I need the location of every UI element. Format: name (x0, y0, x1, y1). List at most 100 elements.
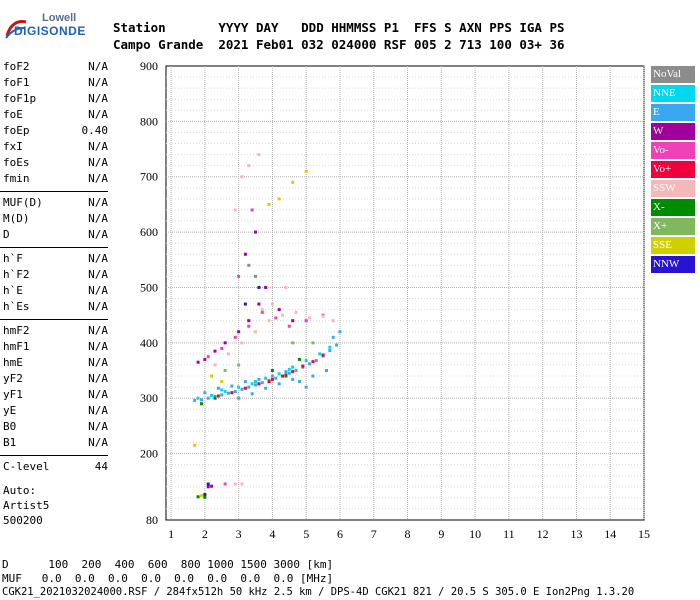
x-tick-label: 14 (604, 527, 616, 541)
data-point (260, 310, 264, 314)
legend-entry: X- (651, 199, 695, 216)
x-tick-label: 7 (371, 527, 377, 541)
data-point (199, 494, 203, 498)
param-value: N/A (88, 156, 108, 169)
data-point (294, 310, 298, 314)
data-point (247, 385, 251, 389)
data-point (321, 353, 325, 357)
data-point (297, 380, 301, 384)
param-row: h`F2 N/A (0, 268, 112, 284)
legend-entry: E (651, 104, 695, 121)
data-point (203, 493, 207, 497)
data-point (277, 372, 281, 376)
data-point (237, 396, 241, 400)
param-label: hmF1 (3, 340, 30, 353)
data-point (338, 330, 342, 334)
data-point (287, 371, 291, 375)
data-point (196, 495, 200, 499)
chart-points (193, 153, 342, 499)
data-point (210, 484, 214, 488)
data-point (193, 398, 197, 402)
param-row: foF1 N/A (0, 76, 112, 92)
data-point (270, 374, 274, 378)
param-row: h`E N/A (0, 284, 112, 300)
data-point (216, 394, 220, 398)
x-tick-label: 4 (269, 527, 275, 541)
x-tick-label: 9 (438, 527, 444, 541)
data-point (213, 363, 217, 367)
param-row: foEp 0.40 (0, 124, 112, 140)
data-point (223, 369, 227, 373)
x-tick-label: 6 (337, 527, 343, 541)
param-value: N/A (88, 252, 108, 265)
param-row: h`Es N/A (0, 300, 112, 316)
param-label: foF1p (3, 92, 37, 105)
data-point (226, 352, 230, 356)
data-point (196, 360, 200, 364)
param-label: foF1 (3, 76, 30, 89)
param-row: D N/A (0, 228, 112, 244)
x-tick-label: 10 (469, 527, 481, 541)
x-tick-label: 2 (202, 527, 208, 541)
param-label: h`E (3, 284, 23, 297)
auto-version: 500200 (3, 514, 43, 527)
param-value: N/A (88, 212, 108, 225)
data-point (250, 392, 254, 396)
data-point (254, 274, 258, 278)
data-point (226, 391, 230, 395)
data-point (220, 346, 224, 350)
data-point (223, 482, 227, 486)
data-point (213, 349, 217, 353)
x-tick-label: 13 (570, 527, 582, 541)
param-row: yF1 N/A (0, 388, 112, 404)
data-point (257, 153, 261, 157)
y-tick-label: 400 (140, 336, 158, 350)
data-point (240, 387, 244, 391)
data-point (304, 319, 308, 323)
param-label: C-level (3, 460, 50, 473)
data-point (291, 377, 295, 381)
data-point (243, 380, 247, 384)
data-point (291, 341, 295, 345)
param-label: foE (3, 108, 23, 121)
data-point (281, 374, 285, 378)
header-labels: Station YYYY DAY DDD HHMMSS P1 FFS S AXN… (113, 20, 565, 35)
data-point (240, 482, 244, 486)
data-point (291, 370, 295, 374)
param-value: N/A (88, 324, 108, 337)
data-point (328, 349, 332, 353)
data-point (243, 252, 247, 256)
param-value: 44 (94, 460, 108, 473)
x-axis-ticks: 1 2 3 4 5 6 7 8 9 10 11 12 13 14 15 (168, 527, 650, 541)
data-point (206, 396, 210, 400)
file-info-footer: CGK21_2021032024000.RSF / 284fx512h 50 k… (2, 586, 635, 598)
data-point (294, 369, 298, 373)
data-point (254, 230, 258, 234)
legend-entry: Vo+ (651, 161, 695, 178)
data-point (199, 398, 203, 402)
param-row: foF2 N/A (0, 60, 112, 76)
data-point (257, 382, 261, 386)
y-tick-label: 300 (140, 391, 158, 405)
param-label: h`F2 (3, 268, 30, 281)
param-row: M(D) N/A (0, 212, 112, 228)
param-label: yE (3, 404, 17, 417)
x-tick-label: 5 (303, 527, 309, 541)
data-point (247, 319, 251, 323)
data-point (267, 319, 271, 323)
data-point (203, 391, 207, 395)
autoscaling-info: Auto: Artist5 500200 (3, 484, 49, 527)
legend-entry: NNW (651, 256, 695, 273)
param-row: B1 N/A (0, 436, 112, 452)
data-point (264, 285, 268, 289)
param-row: B0 N/A (0, 420, 112, 436)
param-value: N/A (88, 92, 108, 105)
data-point (260, 308, 264, 312)
param-row: MUF(D) N/A (0, 196, 112, 212)
data-point (247, 324, 251, 328)
param-value: 0.40 (81, 124, 109, 137)
param-label: B0 (3, 420, 17, 433)
data-point (335, 343, 339, 347)
data-point (254, 330, 258, 334)
param-label: foEp (3, 124, 30, 137)
